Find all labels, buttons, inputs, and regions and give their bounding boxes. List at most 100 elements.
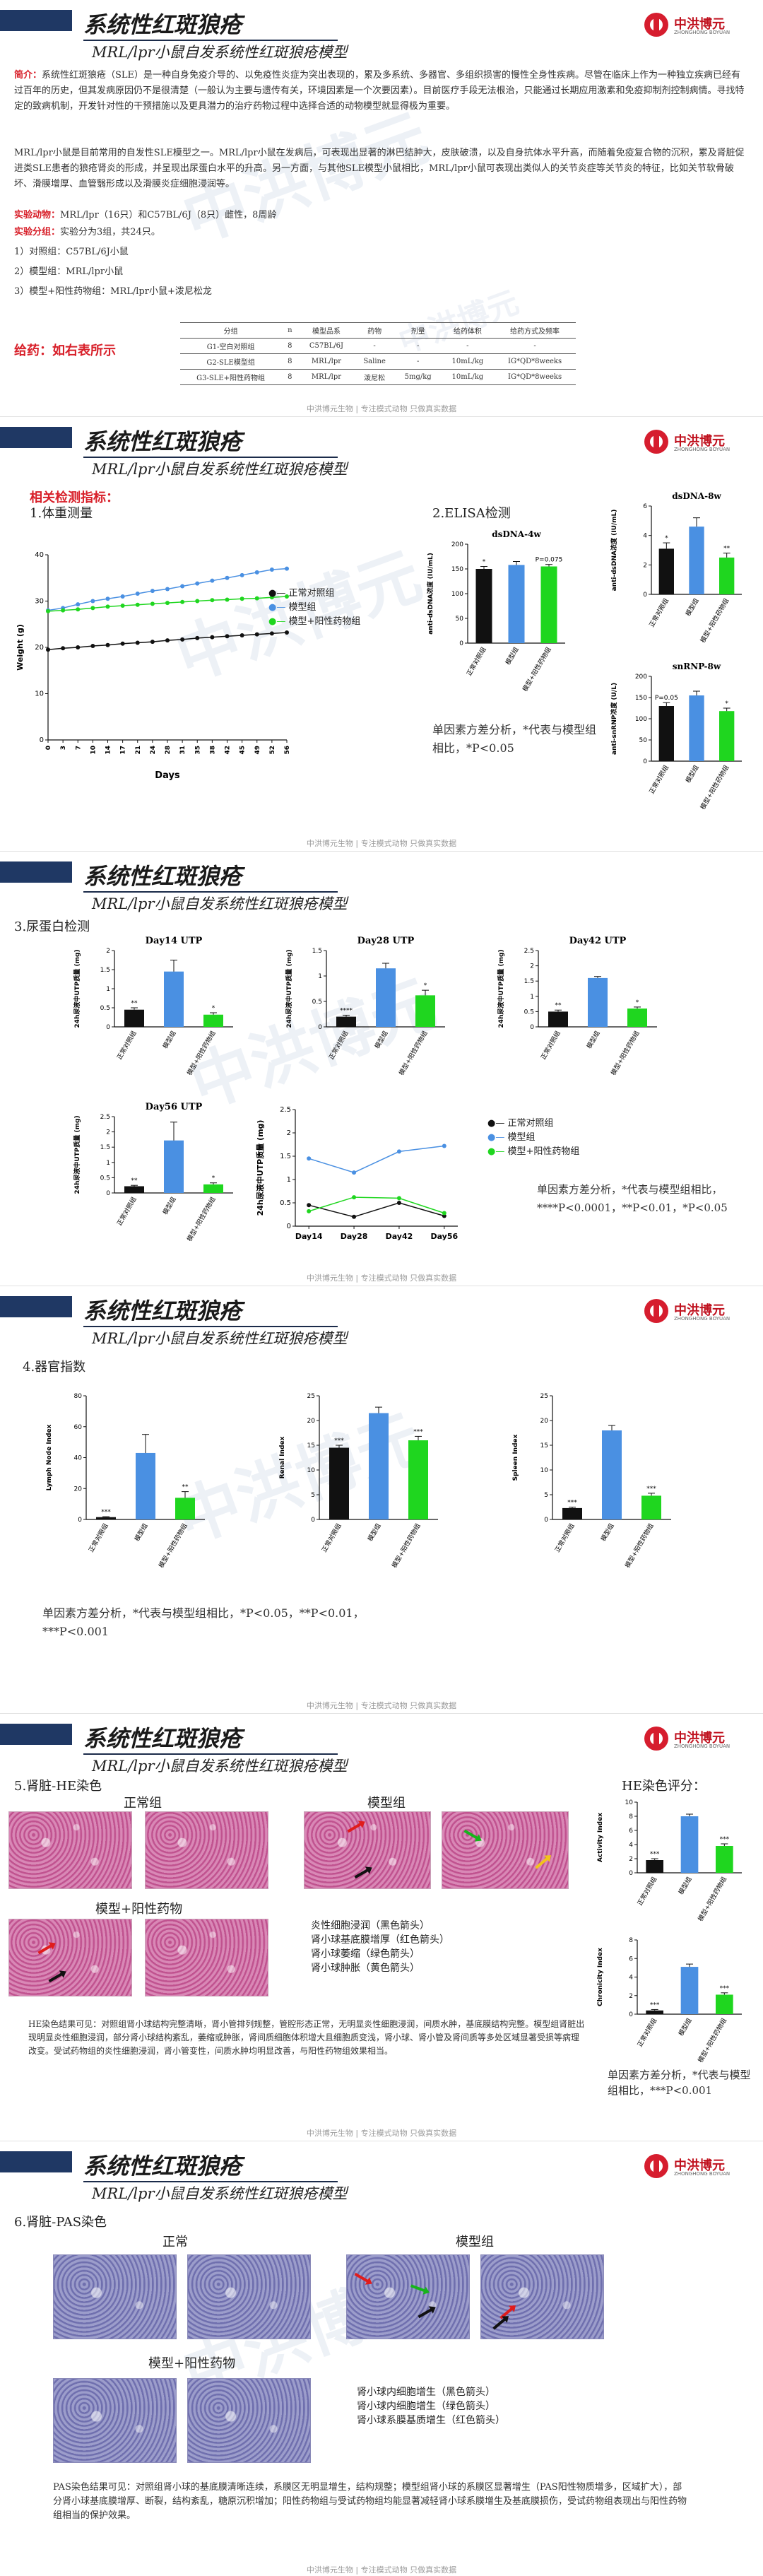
legend-item: 肾小球内细胞增生（绿色箭头） (357, 2401, 495, 2412)
data-point (254, 570, 259, 575)
data-point (254, 596, 259, 601)
y-tick-label: 1 (106, 986, 110, 993)
legend-item: ●— 模型组 (268, 602, 317, 613)
slide-header: 系统性红斑狼疮 MRL/lpr小鼠自发系统性红斑狼疮模型 (0, 852, 763, 929)
x-tick-label: 35 (194, 746, 201, 755)
he-image-drug-2 (145, 1919, 268, 1996)
legend-item: ●— 正常对照组 (268, 588, 335, 599)
panel-he-stain: 系统性红斑狼疮 MRL/lpr小鼠自发系统性红斑狼疮模型 中洪博元 ZHONGHO… (0, 1714, 763, 2141)
x-tick-label: 模型+阳性药物组 (390, 1522, 422, 1570)
stats-note: 单因素方差分析，*代表与模型组相比，***P<0.001 (608, 2069, 751, 2097)
pas-image-normal-1 (53, 2254, 177, 2339)
x-tick-label: 正常对照组 (115, 1196, 138, 1228)
bar (627, 1008, 647, 1027)
x-tick-label: 模型+阳性药物组 (397, 1030, 430, 1077)
bar (136, 1452, 155, 1519)
table-cell: - (394, 353, 442, 370)
chart-activity-index: 0 2 4 6 8 10 Activity Index *** 正常对照组 模型组 *** 模型+阳性… (597, 1799, 742, 1923)
significance-label: **** (340, 1007, 353, 1014)
model-paragraph: MRL/lpr小鼠是目前常用的自发性SLE模型之一。MRL/lpr小鼠在发病后，… (14, 148, 745, 189)
logo-name: 中洪博元 (674, 1731, 725, 1746)
y-tick-label: 1 (318, 973, 322, 980)
company-logo: 中洪博元 ZHONGHONG BOYUAN (644, 2154, 736, 2180)
company-logo: 中洪博元 ZHONGHONG BOYUAN (644, 430, 736, 455)
data-point (46, 647, 50, 652)
y-tick-label: 0 (78, 1517, 82, 1524)
y-axis-label: Chronicity Index (597, 1948, 604, 2006)
logo-name: 中洪博元 (674, 1303, 725, 1318)
header-underline (83, 2181, 338, 2182)
logo-en: ZHONGHONG BOYUAN (674, 2171, 731, 2177)
panel-urine-protein: 系统性红斑狼疮 MRL/lpr小鼠自发系统性红斑狼疮模型 中洪博元 3.尿蛋白检… (0, 852, 763, 1286)
table-cell: - (494, 338, 576, 354)
x-tick-label: 模型组 (684, 597, 701, 618)
data-point (195, 599, 200, 604)
legend-item: 肾小球基底膜增厚（红色箭头） (311, 1934, 449, 1946)
x-tick-label: 正常对照组 (539, 1030, 562, 1061)
y-tick-label: 30 (35, 598, 44, 606)
dose-label: 给药：如右表所示 (14, 343, 116, 358)
significance-label: *** (101, 1509, 111, 1516)
x-tick-label: 52 (269, 746, 276, 755)
y-tick-label: 4 (643, 533, 647, 540)
slide-title: 系统性红斑狼疮 (83, 863, 242, 890)
table-cell: 8 (281, 353, 299, 370)
y-axis-label: Lymph Node Index (46, 1424, 53, 1490)
x-tick-label: 模型+阳性药物组 (521, 646, 553, 693)
he-legend: 炎性细胞浸润（黑色箭头） 肾小球基底膜增厚（红色箭头） 肾小球萎缩（绿色箭头） … (311, 1919, 449, 1975)
data-point (269, 567, 274, 572)
data-point (180, 599, 185, 604)
footer-text: 中洪博元生物 | 专注模式动物 只做真实数据 (306, 1701, 457, 1710)
company-logo: 中洪博元 ZHONGHONG BOYUAN (644, 1727, 736, 1752)
x-tick-label: 0 (45, 746, 52, 750)
data-point (225, 634, 230, 639)
red-arrow-icon (354, 2272, 369, 2283)
label-model: 模型组 (456, 2235, 494, 2249)
table-cell: 8 (281, 338, 299, 354)
slide-header: 系统性红斑狼疮 MRL/lpr小鼠自发系统性红斑狼疮模型 中洪博元 ZHONGHO… (0, 2141, 763, 2219)
bar (124, 1009, 144, 1027)
slide-title: 系统性红斑狼疮 (83, 2153, 242, 2180)
black-arrow-icon (354, 1868, 369, 1879)
legend-label: 模型组 (507, 1132, 536, 1143)
group-table: 分组 n 模型品系 药物 剂量 给药体积 给药方式及频率 G1-空白对照组 8 C5… (180, 322, 576, 385)
y-tick-label: 100 (451, 591, 463, 598)
x-tick-label: 模型+阳性药物组 (699, 597, 731, 645)
slide-subtitle: MRL/lpr小鼠自发系统性红斑狼疮模型 (92, 895, 348, 912)
y-tick-label: 150 (635, 695, 647, 702)
data-point (239, 572, 244, 577)
pas-image-model-1 (346, 2254, 470, 2339)
header-accent-bar (0, 1296, 72, 1317)
bar (124, 1186, 144, 1193)
y-tick-label: 15 (540, 1442, 548, 1449)
data-point (225, 575, 230, 580)
table-header: 剂量 (394, 322, 442, 339)
chart-day42-utp: Day42 UTP 0 0.5 1 1.5 2 2.5 24h尿液中UTP质量 (mg) ** 正… (497, 936, 657, 1077)
subsection-organ: 4.器官指数 (23, 1360, 86, 1375)
x-tick-label: 模型+阳性药物组 (623, 1522, 656, 1570)
series-line (308, 1202, 445, 1218)
data-point (120, 641, 125, 646)
y-tick-label: 2 (106, 948, 110, 955)
significance-label: *** (720, 1985, 730, 1992)
data-point (254, 632, 259, 637)
he-image-normal-2 (145, 1811, 268, 1889)
chart-renal-index: 0 5 10 15 20 25 Renal Index *** 正常对照组 模型组 *** 模型+阳性… (279, 1393, 438, 1570)
bar (719, 711, 735, 761)
significance-label: P=0.075 (536, 557, 563, 564)
series-line (308, 1196, 445, 1214)
intro-text: 系统性红斑狼疮（SLE）是一种自身免疫介导的、以免疫性炎症为突出表现的，累及多系… (14, 70, 745, 112)
bar (164, 1140, 184, 1193)
chart-title: dsDNA-8w (672, 491, 721, 501)
data-point (195, 635, 200, 640)
y-tick-label: 20 (35, 644, 44, 652)
chart-title: Day28 UTP (357, 936, 415, 946)
y-tick-label: 10 (540, 1467, 549, 1474)
legend-label: 模型+阳性药物组 (507, 1146, 580, 1157)
group-item: 2）模型组：MRL/lpr小鼠 (14, 266, 124, 277)
data-point (195, 581, 200, 586)
table-cell: 10mL/kg (441, 353, 495, 370)
y-tick-label: 2.5 (280, 1106, 291, 1114)
bar (415, 995, 435, 1027)
bar (96, 1517, 116, 1519)
